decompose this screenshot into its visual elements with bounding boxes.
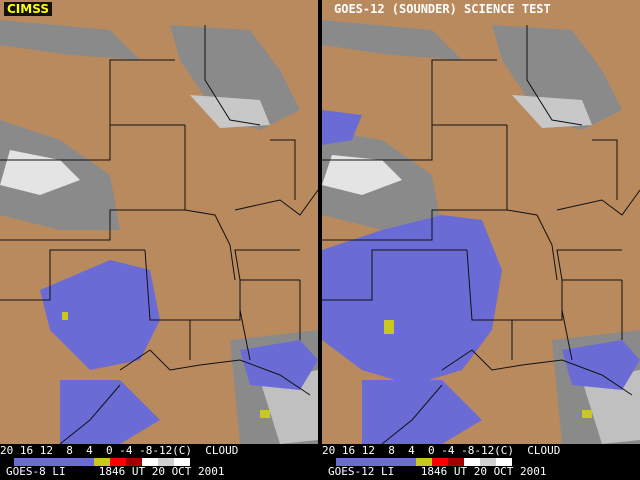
left-legend-colorbar: [14, 458, 190, 466]
right-satellite-map: [322, 0, 640, 444]
right-legend: 20 16 12 8 4 0 -4 -8-12(C) CLOUD: [322, 444, 640, 480]
cimss-badge: CIMSS: [4, 2, 52, 16]
right-title: GOES-12 (SOUNDER) SCIENCE TEST: [334, 2, 551, 16]
left-image-panel: CIMSS 20 16 12 8 4 0 -4 -8-12(C) CLOUD G…: [0, 0, 318, 480]
right-image-panel: GOES-12 (SOUNDER) SCIENCE TEST 20 16 12 …: [322, 0, 640, 480]
left-legend: 20 16 12 8 4 0 -4 -8-12(C) CLOUD: [0, 444, 318, 480]
left-footer: GOES-8 LI 1846 UT 20 OCT 2001: [6, 465, 225, 478]
right-legend-colorbar: [336, 458, 512, 466]
panel-divider: [318, 0, 322, 480]
right-legend-ticks: 20 16 12 8 4 0 -4 -8-12(C) CLOUD: [322, 444, 561, 457]
left-satellite-map: [0, 0, 318, 444]
left-legend-ticks: 20 16 12 8 4 0 -4 -8-12(C) CLOUD: [0, 444, 239, 457]
right-footer: GOES-12 LI 1846 UT 20 OCT 2001: [328, 465, 547, 478]
